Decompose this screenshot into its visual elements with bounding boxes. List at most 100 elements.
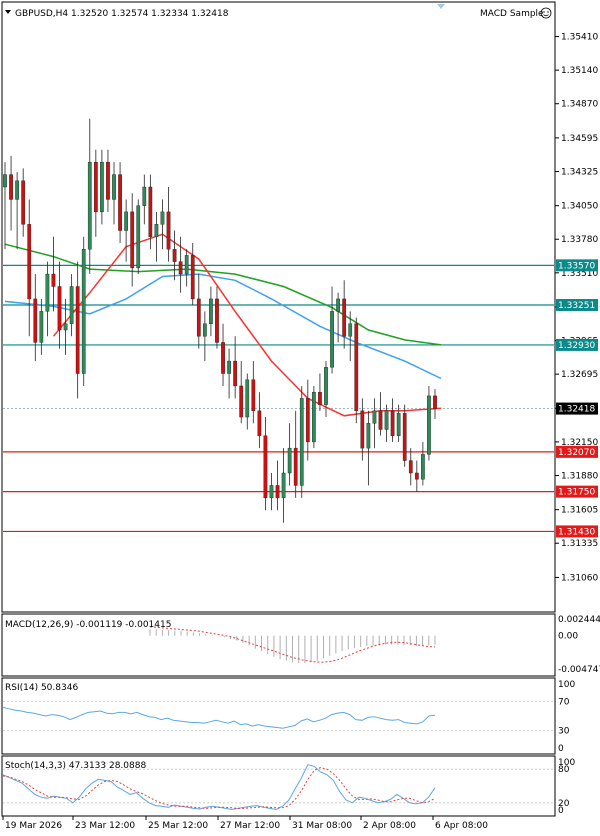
bear-candle — [21, 180, 26, 225]
stoch-tick-label: 100 — [558, 758, 575, 768]
rsi-label: RSI(14) 50.8346 — [5, 683, 78, 693]
rsi-panel[interactable] — [1, 677, 556, 755]
bull-candle — [269, 485, 274, 499]
bear-candle — [51, 273, 56, 287]
stoch-panel[interactable] — [1, 755, 556, 817]
price-tick-label: 1.31060 — [561, 573, 598, 583]
current-price-tag — [556, 402, 598, 415]
bear-candle — [239, 385, 244, 418]
current-price-label: 1.32418 — [558, 405, 595, 415]
bear-candle — [148, 186, 153, 237]
bull-candle — [372, 410, 377, 424]
macd-panel[interactable] — [1, 613, 556, 677]
price-axis: 1.35410 1.35140 1.34870 1.34595 1.34325 1.340… — [555, 33, 598, 583]
bear-candle — [190, 255, 195, 300]
price-tick-label: 1.32150 — [561, 438, 598, 448]
support-price-label: 1.31430 — [558, 527, 595, 537]
shift-marker-icon[interactable] — [437, 4, 445, 9]
bear-candle — [408, 460, 413, 474]
resistance-price-tag — [556, 338, 598, 351]
bear-candle — [433, 395, 437, 409]
bull-candle — [287, 447, 292, 474]
bull-candle — [45, 273, 50, 312]
stoch-tick-label: 80 — [558, 765, 570, 775]
price-tick-label: 1.33510 — [561, 269, 598, 279]
dropdown-arrow-icon[interactable] — [5, 10, 11, 14]
time-tick-label: 19 Mar 2026 — [5, 821, 62, 831]
time-tick-label: 25 Mar 12:00 — [148, 821, 208, 831]
time-tick-label: 27 Mar 12:00 — [220, 821, 280, 831]
rsi-tick-label: 0 — [558, 744, 564, 754]
bull-candle — [154, 224, 159, 237]
bear-candle — [178, 261, 183, 275]
bear-candle — [215, 298, 219, 343]
bull-candle — [142, 186, 147, 206]
bear-candle — [172, 248, 177, 262]
time-tick-label: 6 Apr 08:00 — [435, 821, 488, 831]
price-tick-label: 1.31880 — [561, 471, 598, 481]
bear-candle — [360, 410, 365, 449]
bear-candle — [251, 379, 256, 412]
resistance-price-label: 1.32930 — [558, 341, 595, 351]
bull-candle — [427, 395, 431, 455]
bear-candle — [9, 174, 13, 200]
price-tick-label: 1.34325 — [561, 167, 598, 177]
candles — [3, 118, 437, 523]
price-tick-label: 1.35410 — [561, 33, 598, 43]
bull-candle — [336, 298, 340, 312]
support-price-label: 1.32070 — [558, 448, 595, 458]
price-tick-label: 1.32695 — [561, 370, 598, 380]
bear-candle — [166, 211, 171, 250]
bear-candle — [33, 298, 38, 343]
bull-candle — [39, 311, 44, 343]
bull-candle — [160, 211, 165, 225]
price-panel[interactable] — [1, 1, 556, 613]
macd-tick-label: 0.002444 — [558, 615, 600, 625]
bull-candle — [81, 248, 86, 374]
indicator-name: MACD Sample — [480, 9, 544, 19]
bull-candle — [366, 423, 371, 449]
bull-candle — [112, 174, 116, 200]
rsi-tick-label: 100 — [558, 680, 575, 690]
macd-series: 0.002444 0.00 -0.004747 — [149, 615, 600, 675]
bear-candle — [293, 447, 298, 486]
bull-candle — [281, 472, 286, 499]
price-tick-label: 1.34050 — [561, 202, 598, 212]
macd-tick-label: 0.00 — [558, 632, 578, 642]
bear-candle — [257, 410, 262, 436]
price-tick-label: 1.31335 — [561, 539, 598, 549]
bear-candle — [305, 398, 310, 443]
stoch-signal-line — [2, 766, 436, 809]
time-tick-label: 31 Mar 08:00 — [292, 821, 352, 831]
bull-candle — [63, 323, 68, 331]
bull-candle — [421, 454, 425, 480]
resistance-price-tag — [556, 259, 598, 272]
bear-candle — [378, 410, 383, 430]
bull-candle — [124, 211, 128, 231]
stoch-tick-label: 20 — [558, 799, 570, 809]
bull-candle — [330, 311, 334, 368]
ma-fast-line — [52, 233, 442, 417]
bear-candle — [390, 410, 395, 436]
smiley-face-icon[interactable] — [540, 7, 552, 19]
stoch-tick-label: 0 — [558, 806, 564, 816]
bull-candle — [299, 398, 304, 486]
bear-candle — [196, 298, 201, 337]
bull-candle — [15, 180, 19, 200]
bear-candle — [106, 161, 110, 200]
macd-label: MACD(12,26,9) -0.001119 -0.001415 — [5, 620, 171, 630]
bull-candle — [209, 298, 213, 324]
price-tick-label: 1.31605 — [561, 506, 598, 516]
bear-candle — [263, 435, 268, 499]
support-price-tag — [556, 485, 598, 498]
bear-candle — [221, 342, 225, 374]
bear-candle — [275, 485, 280, 499]
rsi-series: 100 70 30 0 — [2, 680, 575, 754]
bear-candle — [93, 161, 98, 213]
bear-candle — [402, 413, 407, 461]
resistance-price-label: 1.33570 — [558, 261, 595, 271]
bull-candle — [245, 379, 250, 418]
